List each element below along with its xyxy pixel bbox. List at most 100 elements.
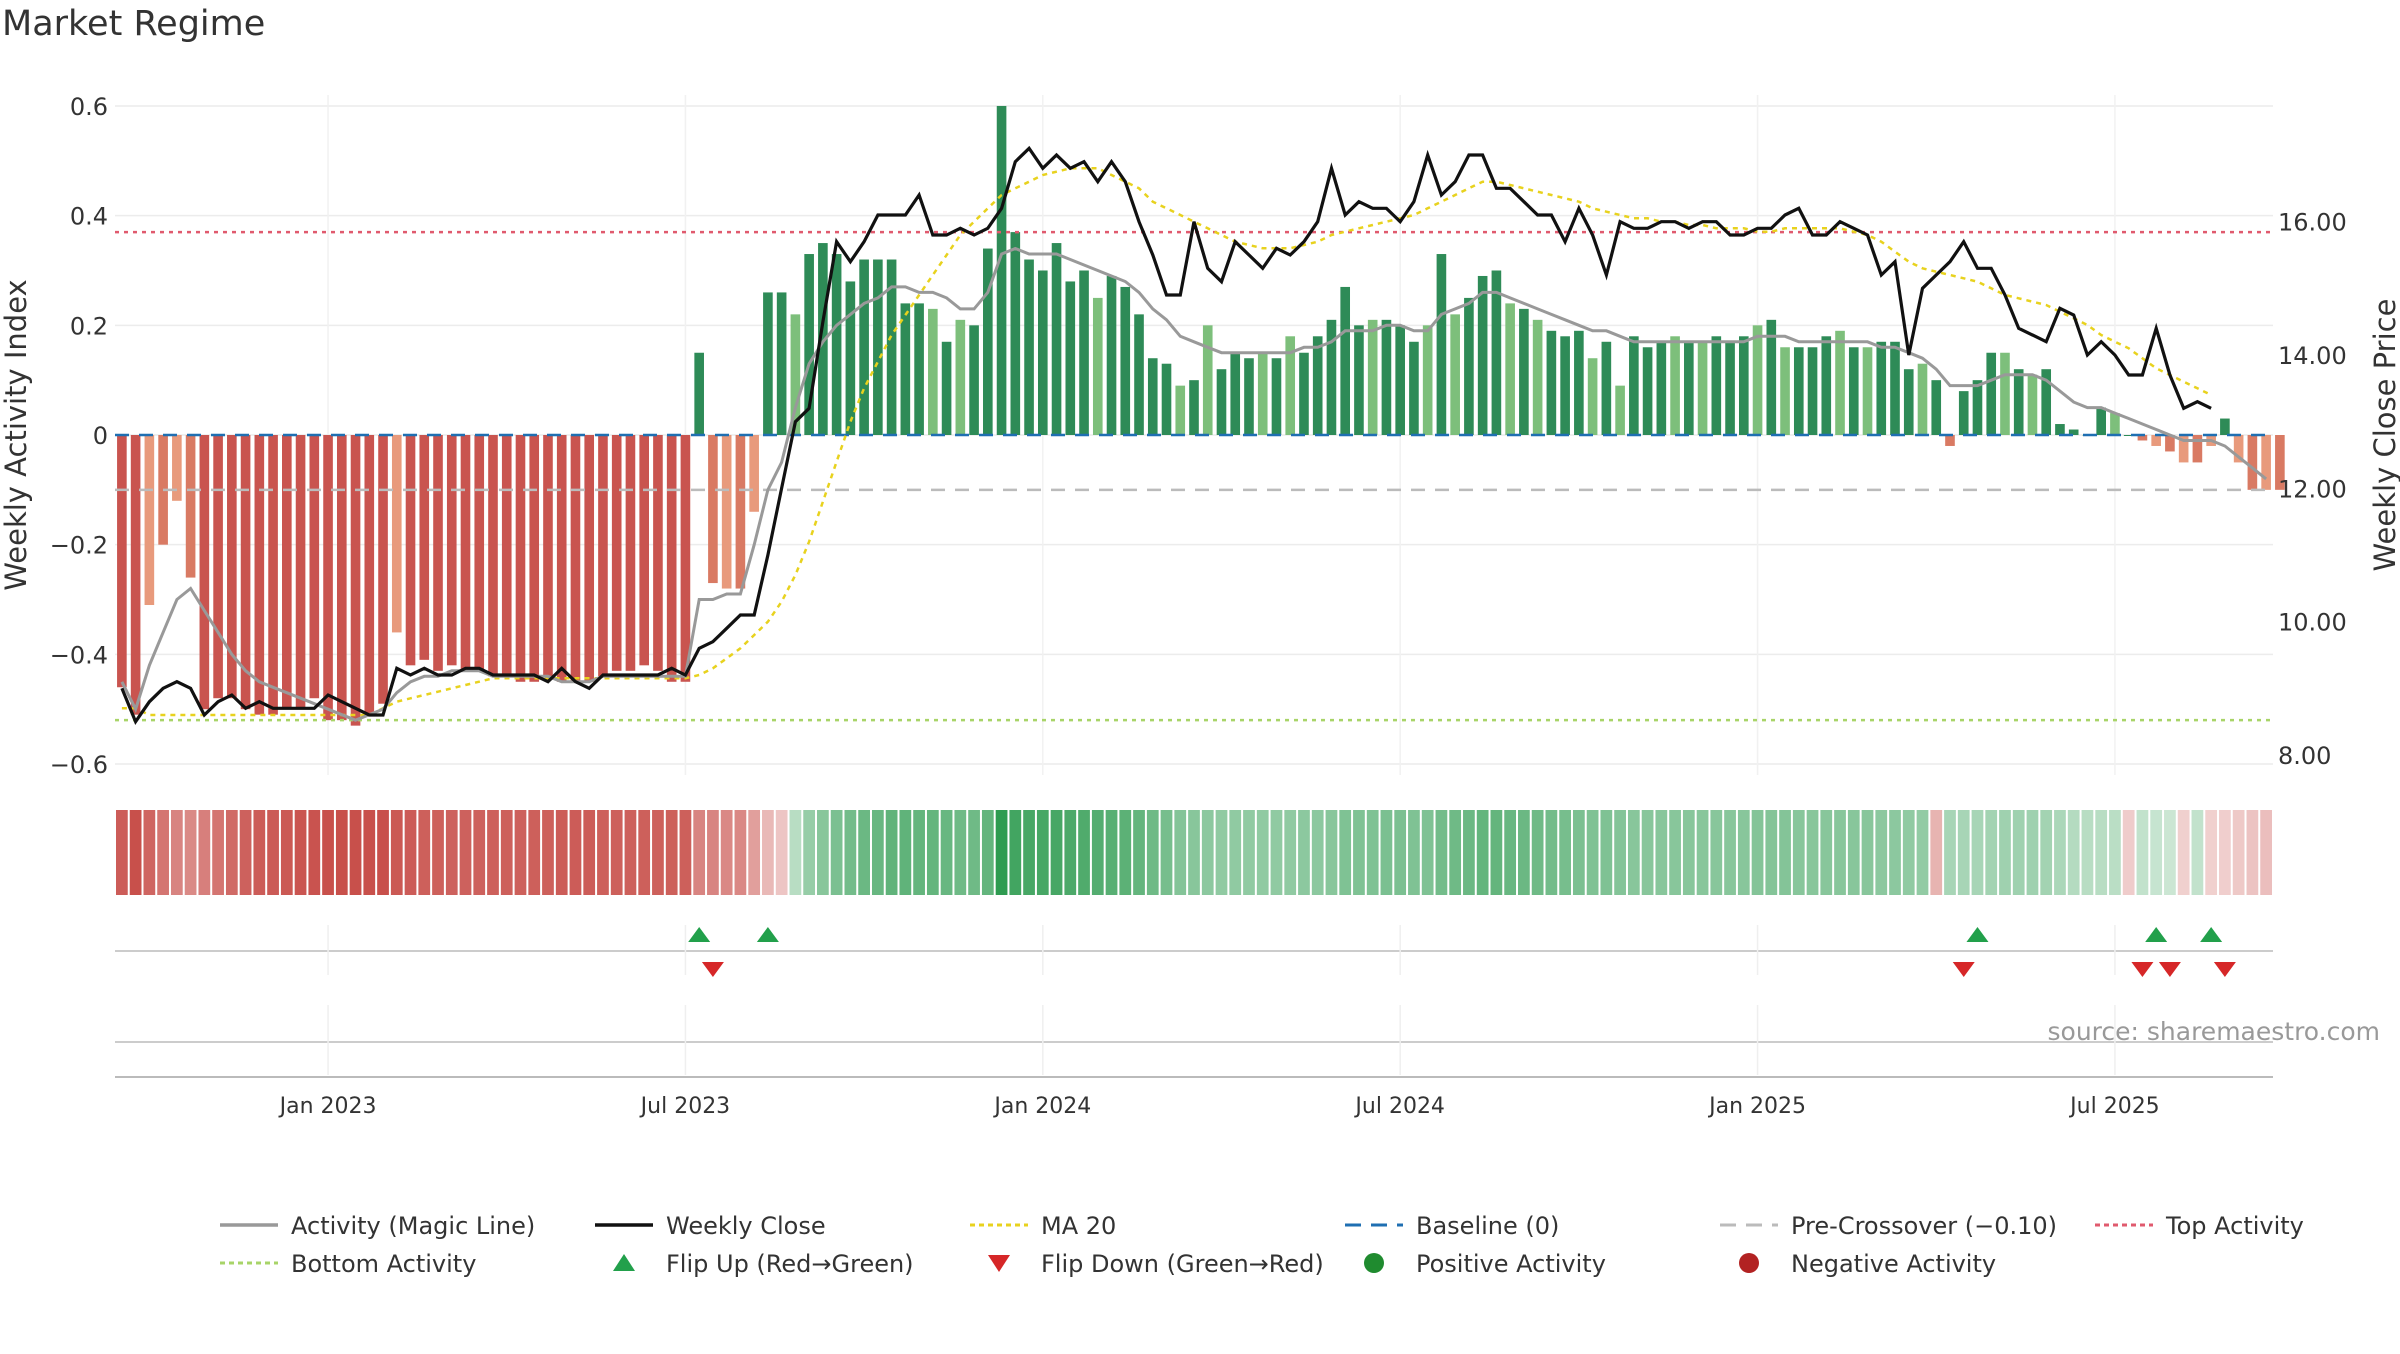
activity-bar — [515, 435, 526, 682]
heat-tile — [1270, 810, 1283, 895]
heat-tile — [2095, 810, 2108, 895]
heat-tile — [803, 810, 816, 895]
activity-bar — [845, 281, 856, 435]
heat-tile — [1284, 810, 1297, 895]
heat-tile — [418, 810, 431, 895]
heat-tile — [1394, 810, 1407, 895]
activity-bar — [240, 435, 251, 710]
legend-item: Activity (Magic Line) — [220, 1212, 535, 1240]
activity-bar — [501, 435, 512, 677]
activity-bar — [1945, 435, 1955, 446]
heat-tile — [1957, 810, 1970, 895]
heat-tile — [2164, 810, 2176, 895]
activity-bar — [1958, 391, 1969, 435]
heat-tile — [363, 810, 376, 895]
activity-bar — [983, 248, 993, 435]
heat-tile — [1655, 810, 1668, 895]
activity-bar — [969, 325, 979, 435]
activity-bar — [1299, 352, 1309, 435]
activity-bar — [185, 435, 196, 578]
heat-tile — [253, 810, 266, 895]
legend-label: Activity (Magic Line) — [291, 1212, 535, 1240]
heat-tile — [143, 810, 156, 895]
activity-bar — [721, 435, 732, 589]
heat-tile — [322, 810, 334, 895]
heat-tile — [1435, 810, 1448, 895]
legend-label: Bottom Activity — [291, 1250, 476, 1278]
heat-tile — [1600, 810, 1613, 895]
flip-up-marker — [756, 927, 779, 942]
y-tick-label: −0.6 — [50, 751, 108, 779]
activity-bar — [1656, 341, 1667, 435]
heat-tile — [1091, 810, 1104, 895]
y2-tick-label: 16.00 — [2278, 209, 2347, 237]
activity-bar — [584, 435, 595, 682]
flip-down-marker — [2158, 962, 2181, 977]
y2-tick-label: 10.00 — [2278, 609, 2347, 637]
activity-bar — [1395, 325, 1405, 435]
activity-bar — [1807, 347, 1818, 435]
activity-bar — [227, 435, 237, 699]
x-tick-label: Jan 2025 — [1707, 1094, 1806, 1119]
heat-tile — [1779, 810, 1791, 895]
activity-bar — [1244, 358, 1254, 435]
legend-label: Weekly Close — [666, 1212, 826, 1240]
activity-bar — [2000, 352, 2010, 435]
activity-bar — [1161, 363, 1172, 435]
activity-bar — [1546, 330, 1557, 435]
activity-bar — [2220, 418, 2230, 435]
activity-bar — [391, 435, 402, 633]
activity-bar — [1024, 259, 1034, 435]
heat-tile — [459, 810, 472, 895]
heat-tile — [225, 810, 238, 895]
heat-tile — [817, 810, 829, 895]
activity-bar — [1931, 380, 1942, 435]
y2-tick-label: 12.00 — [2278, 475, 2347, 503]
heat-tile — [1889, 810, 1901, 895]
activity-bar — [2165, 435, 2175, 452]
y-tick-label: 0.2 — [70, 312, 108, 340]
heat-tile — [1490, 810, 1503, 895]
activity-bar — [859, 259, 869, 435]
activity-bar — [446, 435, 457, 666]
activity-bar — [2137, 435, 2148, 441]
heat-tile — [2246, 810, 2259, 895]
activity-bar — [900, 303, 911, 435]
activity-bar — [1354, 325, 1364, 435]
legend-label: Flip Up (Red→Green) — [666, 1250, 914, 1278]
heat-tile — [239, 810, 252, 895]
activity-bar — [1271, 358, 1282, 435]
activity-bar — [2041, 369, 2052, 435]
activity-bar — [625, 435, 636, 671]
heat-tile — [2150, 810, 2163, 895]
activity-bar — [323, 435, 333, 721]
heat-tile — [1971, 810, 1984, 895]
heat-tile — [445, 810, 458, 895]
activity-bar — [996, 105, 1007, 435]
activity-bar — [1684, 341, 1694, 435]
heat-tile — [349, 810, 362, 895]
heat-tile — [335, 810, 348, 895]
heat-tile — [1188, 810, 1200, 895]
activity-bar — [474, 435, 485, 671]
heat-tile — [830, 810, 843, 895]
activity-bar — [694, 352, 704, 435]
activity-bar — [2247, 435, 2258, 490]
activity-bar — [529, 435, 540, 682]
activity-bar — [1051, 243, 1062, 435]
activity-bar — [144, 435, 155, 605]
heat-tile — [638, 810, 651, 895]
activity-bar — [598, 435, 608, 677]
activity-bar — [639, 435, 650, 666]
heat-tile — [1586, 810, 1599, 895]
y-tick-label: −0.4 — [50, 641, 108, 669]
legend-item: Flip Up (Red→Green) — [613, 1250, 914, 1278]
heat-tile — [858, 810, 870, 895]
heat-tile — [968, 810, 980, 895]
activity-bar — [1574, 330, 1584, 435]
heat-tile — [487, 810, 499, 895]
activity-bar — [2013, 369, 2024, 435]
activity-bar — [666, 435, 677, 682]
y2-tick-label: 8.00 — [2278, 742, 2331, 770]
